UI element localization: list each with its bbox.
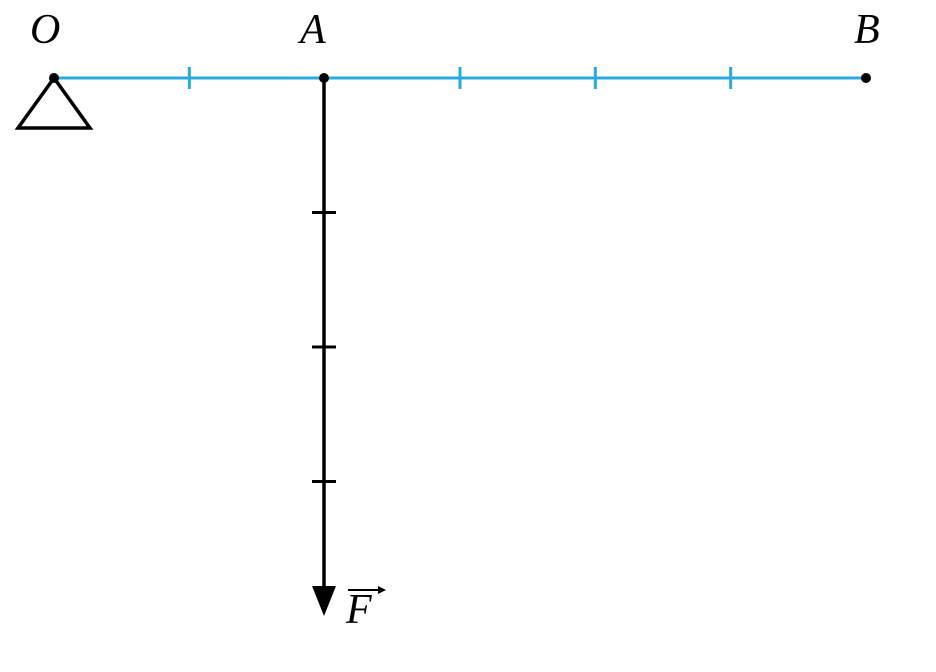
label-A: A <box>300 6 326 54</box>
label-O: O <box>30 6 60 54</box>
point-A <box>319 73 329 83</box>
label-F: F <box>346 586 372 634</box>
label-B: B <box>854 6 880 54</box>
point-B <box>861 73 871 83</box>
force-vector-arrowhead <box>312 586 336 616</box>
support-pin <box>18 78 90 128</box>
point-O <box>49 73 59 83</box>
